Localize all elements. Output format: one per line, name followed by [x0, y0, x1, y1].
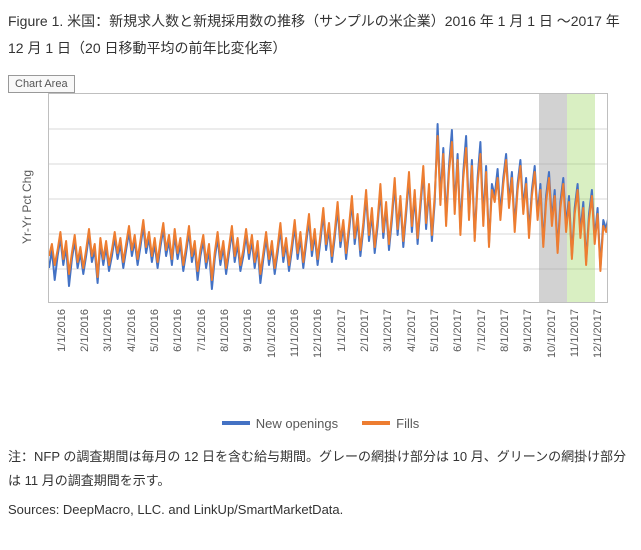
- x-tick-label: 11/1/2016: [289, 309, 301, 357]
- x-tick-label: 5/1/2016: [149, 309, 161, 352]
- x-tick-label: 4/1/2017: [406, 309, 418, 352]
- y-axis-label: Yr-Yr Pct Chg: [20, 170, 34, 244]
- plot-area: [48, 93, 608, 303]
- x-tick-label: 1/1/2017: [336, 309, 348, 352]
- legend-item: Fills: [362, 416, 419, 431]
- x-tick-label: 7/1/2016: [196, 309, 208, 352]
- chart-area-tag: Chart Area: [8, 75, 75, 93]
- legend-label: New openings: [256, 416, 338, 431]
- chart-svg: [49, 94, 608, 303]
- x-tick-label: 6/1/2017: [452, 309, 464, 352]
- legend-item: New openings: [222, 416, 338, 431]
- chart-container: Chart Area Yr-Yr Pct Chg 1/1/2016 2/1/201…: [8, 75, 618, 405]
- x-tick-label: 9/1/2017: [522, 309, 534, 352]
- figure-title: Figure 1. 米国：新規求人数と新規採用数の推移（サンプルの米企業）201…: [8, 8, 633, 61]
- legend-swatch: [222, 421, 250, 425]
- chart-sources: Sources: DeepMacro, LLC. and LinkUp/Smar…: [8, 502, 633, 517]
- x-tick-label: 8/1/2017: [499, 309, 511, 352]
- legend-label: Fills: [396, 416, 419, 431]
- x-tick-label: 1/1/2016: [56, 309, 68, 352]
- x-tick-label: 12/1/2017: [592, 309, 604, 358]
- legend-swatch: [362, 421, 390, 425]
- x-tick-label: 10/1/2017: [546, 309, 558, 358]
- x-tick-label: 2/1/2017: [359, 309, 371, 352]
- x-tick-label: 10/1/2016: [266, 309, 278, 358]
- x-tick-label: 11/1/2017: [569, 309, 581, 357]
- chart-note: 注：NFP の調査期間は毎月の 12 日を含む給与期間。グレーの網掛け部分は 1…: [8, 445, 633, 494]
- chart-legend: New openings Fills: [8, 413, 633, 431]
- x-tick-label: 9/1/2016: [242, 309, 254, 352]
- x-tick-label: 4/1/2016: [126, 309, 138, 352]
- x-tick-label: 7/1/2017: [476, 309, 488, 352]
- x-tick-label: 3/1/2016: [102, 309, 114, 352]
- x-tick-label: 12/1/2016: [312, 309, 324, 358]
- x-tick-label: 3/1/2017: [382, 309, 394, 352]
- x-tick-label: 2/1/2016: [79, 309, 91, 352]
- x-tick-label: 5/1/2017: [429, 309, 441, 352]
- x-tick-label: 6/1/2016: [172, 309, 184, 352]
- x-tick-label: 8/1/2016: [219, 309, 231, 352]
